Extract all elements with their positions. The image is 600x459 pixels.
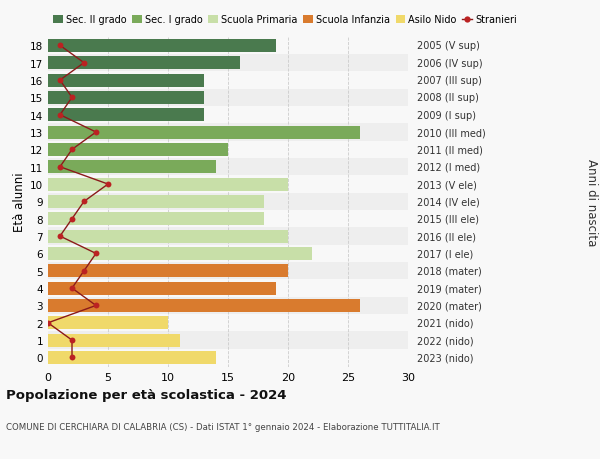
Bar — [48, 40, 276, 53]
Point — [79, 60, 89, 67]
Point — [67, 146, 77, 154]
Bar — [48, 247, 312, 260]
Point — [79, 198, 89, 206]
Bar — [48, 176, 408, 193]
Bar — [48, 265, 288, 278]
Bar — [48, 349, 408, 366]
Bar — [48, 74, 204, 87]
Point — [67, 285, 77, 292]
Point — [67, 354, 77, 361]
Text: 2012 (I med): 2012 (I med) — [417, 162, 480, 172]
Bar — [48, 263, 408, 280]
Bar — [48, 228, 408, 245]
Bar — [48, 299, 360, 312]
Text: 2009 (I sup): 2009 (I sup) — [417, 111, 476, 120]
Bar — [48, 280, 408, 297]
Point — [55, 233, 65, 240]
Text: 2020 (mater): 2020 (mater) — [417, 301, 482, 311]
Point — [55, 112, 65, 119]
Text: 2017 (I ele): 2017 (I ele) — [417, 249, 473, 259]
Bar — [48, 107, 408, 124]
Text: Popolazione per età scolastica - 2024: Popolazione per età scolastica - 2024 — [6, 388, 287, 401]
Bar — [48, 38, 408, 55]
Text: 2023 (nido): 2023 (nido) — [417, 353, 473, 363]
Text: Anni di nascita: Anni di nascita — [584, 158, 598, 246]
Text: 2008 (II sup): 2008 (II sup) — [417, 93, 479, 103]
Bar — [48, 245, 408, 263]
Bar — [48, 211, 408, 228]
Bar — [48, 297, 408, 314]
Text: 2021 (nido): 2021 (nido) — [417, 318, 473, 328]
Text: 2016 (II ele): 2016 (II ele) — [417, 232, 476, 241]
Bar — [48, 317, 168, 330]
Legend: Sec. II grado, Sec. I grado, Scuola Primaria, Scuola Infanzia, Asilo Nido, Stran: Sec. II grado, Sec. I grado, Scuola Prim… — [53, 15, 517, 25]
Point — [79, 268, 89, 275]
Point — [103, 181, 113, 188]
Text: 2005 (V sup): 2005 (V sup) — [417, 41, 480, 51]
Point — [67, 216, 77, 223]
Bar — [48, 213, 264, 226]
Bar — [48, 126, 360, 139]
Text: COMUNE DI CERCHIARA DI CALABRIA (CS) - Dati ISTAT 1° gennaio 2024 - Elaborazione: COMUNE DI CERCHIARA DI CALABRIA (CS) - D… — [6, 422, 440, 431]
Point — [91, 302, 101, 309]
Text: 2013 (V ele): 2013 (V ele) — [417, 179, 477, 190]
Text: 2011 (II med): 2011 (II med) — [417, 145, 483, 155]
Bar — [48, 124, 408, 141]
Bar — [48, 193, 408, 211]
Bar — [48, 55, 408, 72]
Bar — [48, 314, 408, 332]
Bar — [48, 159, 408, 176]
Bar — [48, 230, 288, 243]
Point — [43, 319, 53, 327]
Bar — [48, 72, 408, 90]
Point — [67, 337, 77, 344]
Point — [91, 129, 101, 136]
Bar — [48, 57, 240, 70]
Text: 2007 (III sup): 2007 (III sup) — [417, 76, 482, 86]
Bar — [48, 141, 408, 159]
Bar — [48, 196, 264, 208]
Point — [91, 250, 101, 257]
Bar — [48, 109, 204, 122]
Text: 2018 (mater): 2018 (mater) — [417, 266, 482, 276]
Point — [55, 164, 65, 171]
Bar — [48, 90, 408, 107]
Bar — [48, 144, 228, 157]
Text: 2015 (III ele): 2015 (III ele) — [417, 214, 479, 224]
Text: 2019 (mater): 2019 (mater) — [417, 284, 482, 293]
Text: 2010 (III med): 2010 (III med) — [417, 128, 486, 138]
Point — [55, 77, 65, 84]
Bar — [48, 178, 288, 191]
Y-axis label: Età alunni: Età alunni — [13, 172, 26, 232]
Text: 2014 (IV ele): 2014 (IV ele) — [417, 197, 480, 207]
Bar — [48, 92, 204, 105]
Bar — [48, 332, 408, 349]
Bar — [48, 334, 180, 347]
Bar — [48, 351, 216, 364]
Bar — [48, 161, 216, 174]
Bar — [48, 282, 276, 295]
Point — [67, 95, 77, 102]
Text: 2006 (IV sup): 2006 (IV sup) — [417, 59, 482, 68]
Point — [55, 43, 65, 50]
Text: 2022 (nido): 2022 (nido) — [417, 336, 473, 345]
